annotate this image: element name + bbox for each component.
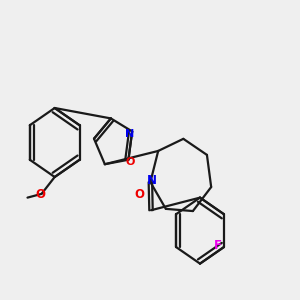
Text: N: N xyxy=(147,175,157,188)
Text: O: O xyxy=(35,188,45,202)
Text: F: F xyxy=(214,239,222,252)
Text: O: O xyxy=(125,158,135,167)
Text: N: N xyxy=(125,129,134,139)
Text: O: O xyxy=(134,188,144,201)
